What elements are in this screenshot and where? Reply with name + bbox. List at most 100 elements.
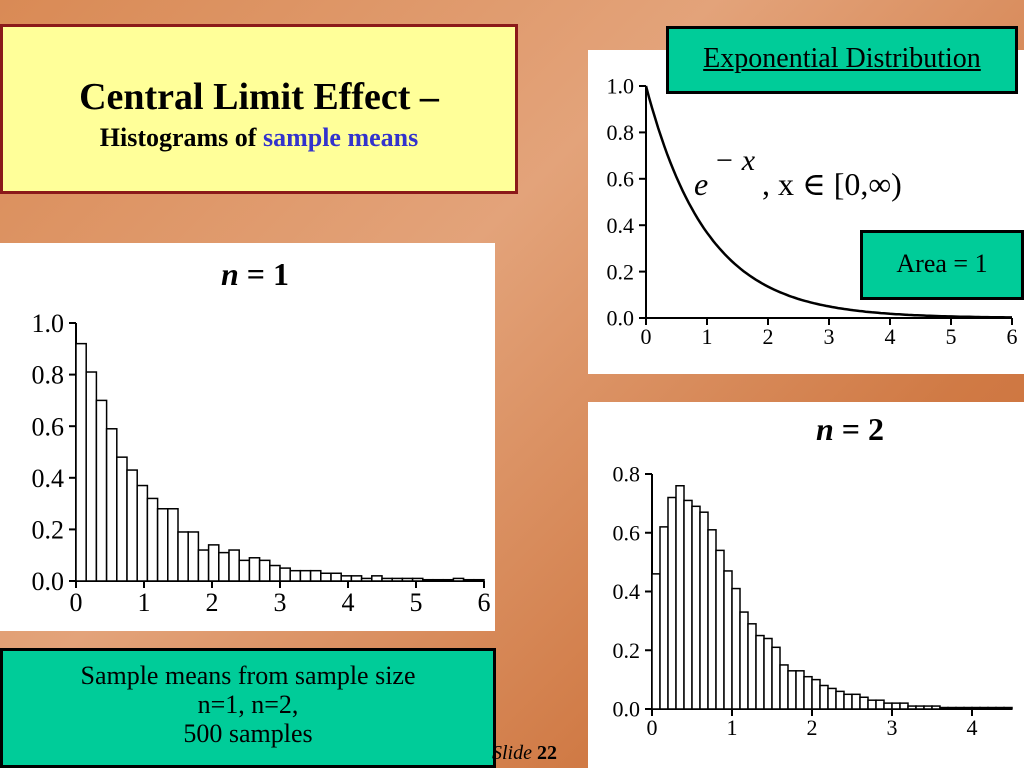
n1-chart-panel: 0.0 0.2 0.4 0.6 0.8 1.0 0 1 2 3 4 5 6 n = 1 [0, 243, 495, 631]
histogram-bar [763, 637, 773, 710]
subtitle-prefix: Histograms of [99, 123, 263, 152]
histogram-bar [462, 578, 475, 582]
histogram-bar [126, 469, 138, 582]
histogram-bar [452, 577, 465, 582]
sample-info-line2: n=1, n=2, [197, 690, 299, 719]
title-n: n [816, 411, 834, 447]
sample-info-line1: Sample means from sample size [80, 661, 416, 690]
exp-chart-panel: 0.0 0.2 0.4 0.6 0.8 1.0 0 1 2 3 4 5 6 e − x, x ∈ [0,∞) [588, 50, 1024, 374]
histogram-bar [699, 511, 709, 710]
subtitle-highlight: sample means [262, 123, 419, 152]
histogram-bar [116, 456, 128, 582]
slide-number-value: 22 [537, 742, 557, 764]
histogram-bar [971, 706, 981, 710]
x-tick-label: 6 [478, 588, 491, 617]
exp-chart: 0.0 0.2 0.4 0.6 0.8 1.0 0 1 2 3 4 5 6 e− x, x ∈ [0,∞) [607, 74, 1018, 349]
sample-info-box: Sample means from sample size n=1, n=2, … [0, 648, 496, 768]
x-tick-label: 3 [274, 588, 287, 617]
histogram-bar [105, 428, 118, 582]
histogram-bar [136, 484, 149, 582]
x-tick-label: 0 [70, 588, 83, 617]
histogram-bar [228, 549, 240, 582]
histogram-bar [197, 549, 210, 582]
histogram-bar [391, 577, 404, 582]
histogram-bar [238, 559, 251, 582]
exponential-label: Exponential Distribution [666, 26, 1018, 94]
histogram-bar [939, 706, 949, 710]
histogram-bar [442, 578, 455, 582]
x-tick-label: 1 [702, 324, 713, 349]
histogram-bar [867, 699, 877, 710]
histogram-bar [651, 573, 661, 710]
histogram-bar [667, 496, 677, 710]
histogram-bar [771, 646, 781, 710]
y-tick-label: 0.6 [613, 520, 641, 545]
histogram-bar [979, 706, 989, 710]
histogram-bar [218, 551, 230, 582]
histogram-bar [659, 526, 669, 710]
y-tick-label: 0.0 [32, 567, 65, 596]
histogram-bar [299, 569, 312, 582]
histogram-bar [907, 705, 917, 710]
histogram-bar [381, 577, 393, 582]
y-tick-label: 0.0 [607, 306, 635, 331]
y-tick-label: 0.2 [32, 516, 65, 545]
histogram-bar [289, 569, 302, 582]
x-tick-label: 2 [206, 588, 219, 617]
x-tick-label: 2 [763, 324, 774, 349]
histogram-bar [675, 485, 685, 710]
histogram-bar [915, 705, 925, 710]
x-tick-label: 4 [967, 715, 978, 740]
histogram-bar [843, 693, 853, 710]
y-tick-label: 0.8 [613, 462, 641, 487]
slide-number: Slide 22 [492, 742, 557, 765]
histogram-bar [803, 675, 813, 710]
histogram-bar [146, 497, 159, 582]
y-tick-label: 0.8 [607, 120, 635, 145]
x-tick-label: 2 [807, 715, 818, 740]
histogram-bar [422, 578, 434, 582]
x-tick-label: 0 [647, 715, 658, 740]
x-tick-label: 4 [342, 588, 355, 617]
histogram-bar [248, 557, 261, 582]
x-tick-label: 3 [887, 715, 898, 740]
slide-subtitle: Histograms of sample means [3, 123, 515, 153]
histogram-bar [859, 696, 869, 710]
histogram-title: n = 2 [816, 411, 884, 447]
histogram-bar [827, 687, 837, 710]
slide-word: Slide [492, 742, 532, 764]
histogram-bar [811, 678, 821, 710]
y-tick-label: 0.4 [607, 213, 635, 238]
histogram-bar [691, 505, 701, 710]
histogram-bar [963, 706, 973, 710]
y-tick-label: 0.2 [613, 638, 641, 663]
histogram-bar [891, 702, 901, 710]
histogram-bar [835, 690, 845, 710]
x-tick-label: 1 [727, 715, 738, 740]
histogram-bar [320, 572, 332, 582]
histogram-bar [330, 572, 342, 582]
x-tick-label: 1 [138, 588, 151, 617]
histogram-bar [731, 587, 741, 710]
n2-histogram: 0.0 0.2 0.4 0.6 0.8 0 1 2 3 4 n = 2 [613, 411, 1013, 740]
x-tick-label: 5 [410, 588, 423, 617]
histogram-bar [309, 569, 322, 582]
histogram-bar [987, 706, 997, 710]
histogram-bar [473, 578, 485, 582]
title-n: n [221, 256, 239, 292]
histogram-bar [411, 577, 424, 582]
y-tick-label: 0.4 [613, 579, 641, 604]
histogram-bar [187, 531, 200, 582]
histogram-bar [432, 578, 444, 582]
x-tick-label: 6 [1007, 324, 1018, 349]
histogram-bar [156, 508, 169, 582]
histogram-bar [923, 705, 933, 710]
slide-title: Central Limit Effect – [79, 76, 439, 118]
n1-histogram: 0.0 0.2 0.4 0.6 0.8 1.0 0 1 2 3 4 5 6 n = 1 [32, 256, 491, 617]
y-tick-label: 1.0 [607, 74, 635, 99]
histogram-bar [401, 577, 414, 582]
histogram-bar [787, 670, 797, 710]
histogram-bar [779, 664, 789, 710]
title-eq: = 1 [239, 256, 289, 292]
y-tick-label: 0.4 [32, 464, 65, 493]
